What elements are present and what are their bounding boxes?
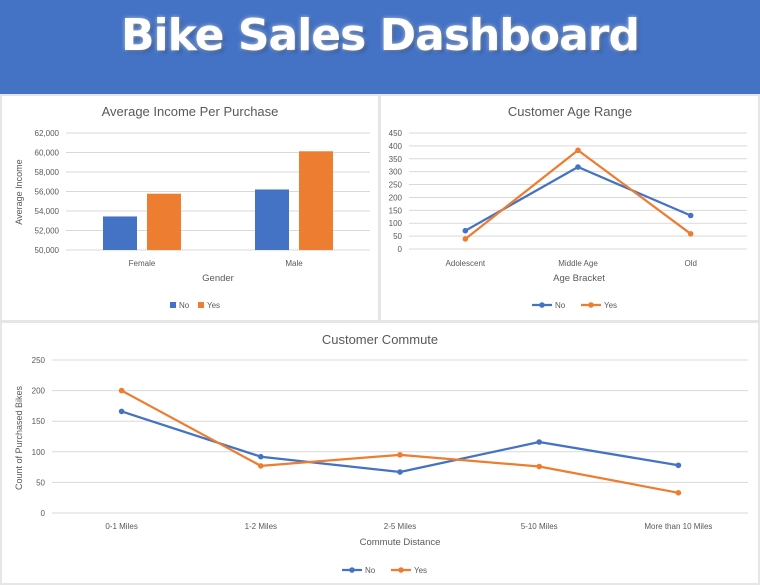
- age-x-tick: Middle Age: [558, 259, 598, 268]
- age-chart: Customer Age Range 0 50 100 150 200 250 300 350 4…: [389, 104, 747, 310]
- age-y-tick: 400: [389, 142, 403, 151]
- commute-point-no: [118, 408, 125, 415]
- income-x-label: Gender: [202, 273, 234, 284]
- age-legend-label: Yes: [604, 301, 617, 310]
- commute-title: Customer Commute: [322, 332, 438, 347]
- income-y-tick: 58,000: [35, 168, 60, 177]
- income-bar-no: [255, 189, 289, 250]
- age-x-label: Age Bracket: [553, 273, 605, 284]
- commute-y-label: Count of Purchased Bikes: [14, 385, 24, 490]
- commute-point-yes: [397, 452, 403, 458]
- commute-point-yes: [536, 463, 542, 470]
- age-legend-label: No: [555, 301, 566, 310]
- income-legend-swatch-yes: [198, 302, 204, 308]
- commute-x-tick: 0-1 Miles: [105, 522, 137, 531]
- income-y-tick: 50,000: [35, 246, 60, 255]
- income-legend-swatch-no: [170, 302, 176, 308]
- income-y-tick: 54,000: [35, 207, 60, 216]
- age-point-yes: [462, 236, 469, 242]
- age-x-tick: Old: [684, 259, 696, 268]
- age-line-no: [464, 165, 692, 232]
- income-y-tick: 56,000: [35, 188, 60, 197]
- commute-chart-panel: Customer Commute 0 50 100 150 200 250 0-1 Miles…: [2, 323, 758, 583]
- income-title: Average Income Per Purchase: [102, 104, 279, 119]
- age-y-tick: 100: [389, 219, 403, 228]
- age-y-tick: 450: [389, 129, 403, 138]
- age-point-no: [687, 212, 694, 219]
- income-bar-no: [103, 216, 137, 250]
- age-point-no: [462, 227, 469, 234]
- age-point-no: [575, 164, 581, 170]
- commute-y-tick: 100: [32, 448, 46, 457]
- age-point-yes: [575, 147, 581, 154]
- dashboard-banner: Bike Sales Dashboard: [0, 0, 760, 94]
- commute-y-tick: 250: [32, 356, 46, 365]
- commute-point-yes: [675, 490, 682, 496]
- age-y-tick: 0: [398, 245, 403, 254]
- income-legend-label: No: [179, 301, 190, 310]
- age-title: Customer Age Range: [508, 104, 632, 119]
- commute-legend-label: Yes: [414, 566, 427, 575]
- age-legend-marker-yes: [588, 302, 594, 308]
- commute-legend-marker-no: [349, 567, 355, 573]
- income-y-tick: 60,000: [35, 149, 60, 158]
- age-y-tick: 200: [389, 193, 403, 202]
- commute-point-no: [536, 439, 542, 445]
- commute-y-tick: 0: [41, 509, 46, 518]
- commute-y-tick: 200: [32, 387, 46, 396]
- age-y-tick: 300: [389, 168, 403, 177]
- commute-point-no: [397, 469, 403, 475]
- commute-y-tick: 150: [32, 417, 46, 426]
- commute-x-tick: 2-5 Miles: [384, 522, 416, 531]
- commute-y-tick: 50: [36, 478, 45, 487]
- age-y-tick: 50: [393, 232, 402, 241]
- age-y-tick: 350: [389, 155, 403, 164]
- age-legend-marker-no: [539, 302, 545, 308]
- age-chart-panel: Customer Age Range 0 50 100 150 200 250 300 350 4…: [381, 96, 758, 320]
- age-point-yes: [687, 230, 694, 237]
- income-legend-label: Yes: [207, 301, 220, 310]
- income-x-tick: Female: [129, 259, 156, 268]
- income-bar-yes: [299, 151, 333, 250]
- age-y-tick: 150: [389, 206, 403, 215]
- age-x-tick: Adolescent: [446, 259, 486, 268]
- income-chart: Average Income Per Purchase 50,000 52,000 5…: [14, 104, 370, 310]
- commute-x-tick: 5-10 Miles: [521, 522, 558, 531]
- income-bar-yes: [147, 193, 181, 250]
- commute-x-tick: More than 10 Miles: [644, 522, 712, 531]
- commute-x-tick: 1-2 Miles: [245, 522, 277, 531]
- income-x-tick: Male: [285, 259, 303, 268]
- income-y-tick: 52,000: [35, 227, 60, 236]
- commute-x-label: Commute Distance: [360, 537, 441, 548]
- age-y-tick: 250: [389, 181, 403, 190]
- income-y-tick: 62,000: [35, 129, 60, 138]
- commute-point-no: [258, 453, 264, 460]
- income-y-label: Average Income: [14, 159, 24, 224]
- dashboard-title: Bike Sales Dashboard: [120, 10, 640, 61]
- commute-point-yes: [258, 463, 264, 469]
- commute-point-yes: [118, 387, 125, 394]
- commute-point-no: [675, 462, 682, 469]
- commute-line-yes: [121, 389, 679, 494]
- commute-chart: Customer Commute 0 50 100 150 200 250 0-1 Miles…: [14, 332, 748, 575]
- commute-legend-label: No: [365, 566, 376, 575]
- commute-line-no: [121, 410, 679, 474]
- age-line-yes: [464, 149, 692, 240]
- commute-legend-marker-yes: [398, 567, 404, 573]
- income-chart-panel: Average Income Per Purchase 50,000 52,000 5…: [2, 96, 378, 320]
